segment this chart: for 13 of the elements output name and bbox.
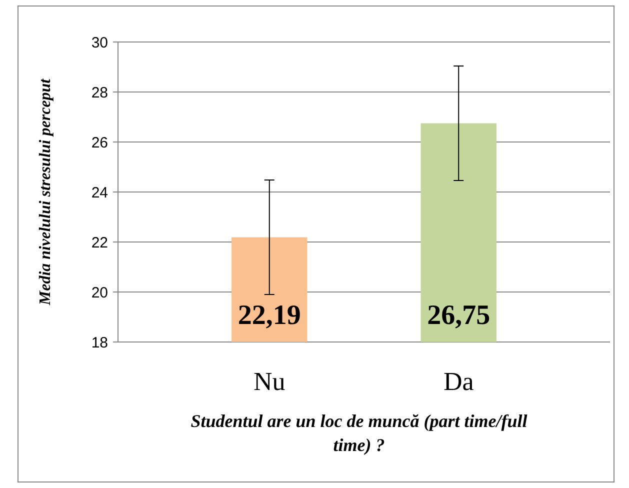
x-tick-label: Nu (253, 367, 286, 396)
y-tick-label: 22 (91, 234, 108, 252)
y-tick-label: 24 (91, 184, 108, 202)
data-label: 26,75 (427, 300, 490, 331)
x-axis-title: Studentul are un loc de muncă (part time/full time) ? (190, 411, 528, 455)
y-tick-label: 28 (91, 84, 108, 102)
y-tick-label: 26 (91, 134, 108, 152)
data-label: 22,19 (238, 300, 301, 331)
y-axis-title: Media nivelului stresului perceput (37, 78, 54, 306)
y-tick-label: 30 (91, 34, 108, 52)
y-tick-label: 20 (91, 284, 108, 302)
y-tick-label: 18 (91, 334, 108, 352)
x-tick-label: Da (443, 367, 474, 396)
